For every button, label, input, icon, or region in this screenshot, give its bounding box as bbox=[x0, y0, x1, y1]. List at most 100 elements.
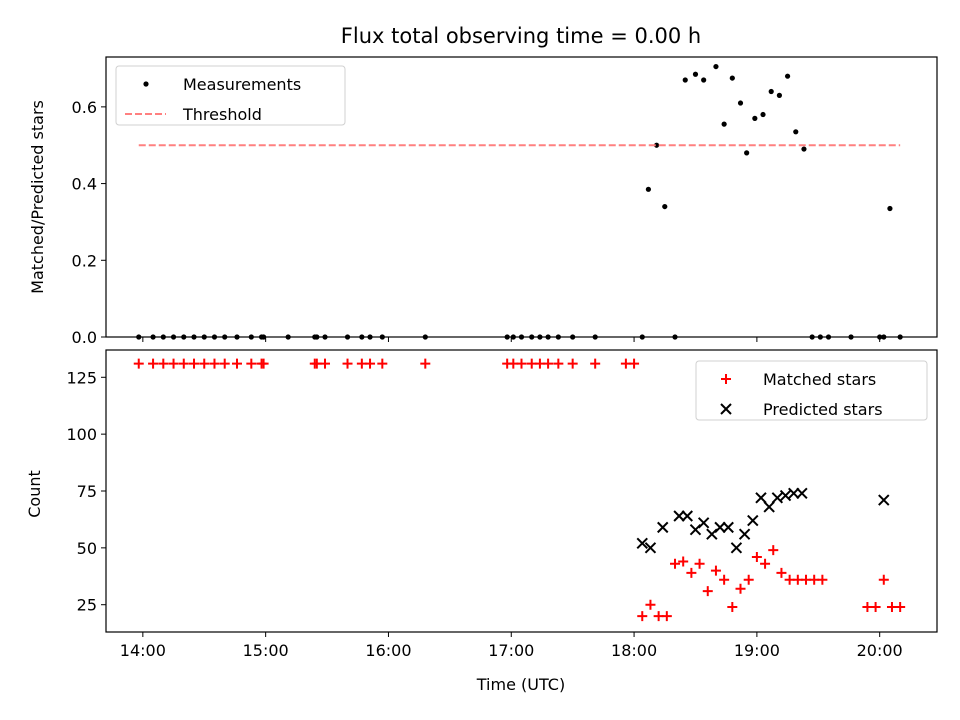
data-point bbox=[697, 517, 710, 529]
data-point bbox=[793, 129, 799, 135]
data-point bbox=[168, 358, 179, 369]
legend-box bbox=[115, 65, 346, 126]
data-point bbox=[727, 601, 738, 612]
data-point bbox=[692, 71, 699, 77]
data-point bbox=[567, 358, 578, 369]
data-point bbox=[670, 558, 681, 569]
y-tick-label: 125 bbox=[66, 368, 97, 387]
y-tick-label: 0.6 bbox=[72, 98, 97, 117]
legend-item: Matched stars bbox=[721, 370, 876, 389]
data-point bbox=[870, 601, 881, 612]
data-point bbox=[714, 521, 726, 534]
bottom-ylabel: Count bbox=[25, 470, 44, 518]
bottom-panel: Count Time (UTC) 25 50 75 100 125 14:00 15:00 1… bbox=[25, 349, 938, 694]
data-point bbox=[678, 556, 689, 567]
data-point bbox=[801, 146, 807, 152]
data-point bbox=[755, 492, 767, 504]
x-tick-label: 14:00 bbox=[120, 641, 166, 660]
data-point bbox=[133, 358, 144, 369]
x-tick-label: 18:00 bbox=[611, 641, 657, 660]
bottom-xlabel: Time (UTC) bbox=[476, 675, 565, 694]
data-point bbox=[590, 358, 601, 369]
y-tick-label: 25 bbox=[77, 596, 97, 615]
plot-frame bbox=[105, 56, 938, 338]
data-point bbox=[686, 567, 697, 578]
data-point bbox=[199, 358, 210, 369]
data-point bbox=[516, 358, 527, 369]
data-point bbox=[751, 551, 762, 562]
data-point bbox=[796, 487, 808, 499]
top-ylabel: Matched/Predicted stars bbox=[28, 100, 47, 294]
data-point bbox=[673, 510, 685, 522]
data-point bbox=[377, 358, 388, 369]
data-point bbox=[365, 358, 376, 369]
series-predicted-stars bbox=[636, 487, 890, 554]
legend-box bbox=[695, 360, 928, 421]
data-point bbox=[738, 528, 751, 540]
data-point bbox=[760, 111, 766, 118]
data-point bbox=[747, 514, 759, 527]
legend-label: Threshold bbox=[182, 105, 262, 124]
y-tick-label: 0.2 bbox=[72, 251, 97, 270]
data-point bbox=[657, 521, 669, 534]
data-point bbox=[887, 205, 893, 212]
data-point bbox=[246, 358, 257, 369]
data-point bbox=[543, 358, 554, 369]
series-matched-stars bbox=[133, 358, 906, 622]
data-point bbox=[420, 358, 431, 369]
legend-label: Measurements bbox=[183, 75, 301, 94]
legend-marker bbox=[720, 403, 732, 415]
data-point bbox=[231, 358, 242, 369]
data-point bbox=[342, 358, 353, 369]
y-tick-label: 75 bbox=[77, 482, 97, 501]
y-tick-label: 0.0 bbox=[72, 328, 97, 347]
data-point bbox=[553, 358, 564, 369]
data-point bbox=[178, 358, 189, 369]
data-point bbox=[694, 558, 705, 569]
data-point bbox=[629, 358, 640, 369]
data-point bbox=[644, 542, 657, 554]
data-point bbox=[735, 583, 746, 594]
data-point bbox=[784, 73, 791, 79]
legend-item: Threshold bbox=[125, 105, 262, 124]
data-point bbox=[701, 77, 707, 83]
data-point bbox=[645, 599, 656, 610]
x-tick-label: 15:00 bbox=[243, 641, 289, 660]
data-point bbox=[219, 358, 230, 369]
data-point bbox=[763, 501, 775, 513]
data-point bbox=[737, 100, 744, 106]
data-point bbox=[661, 611, 672, 622]
legend-marker bbox=[143, 81, 149, 87]
data-point bbox=[768, 545, 779, 556]
x-tick-label: 19:00 bbox=[734, 641, 780, 660]
data-point bbox=[760, 558, 771, 569]
data-point bbox=[209, 358, 220, 369]
data-point bbox=[702, 586, 713, 597]
data-point bbox=[681, 510, 693, 522]
legend-item: Measurements bbox=[143, 75, 301, 94]
data-point bbox=[730, 542, 743, 554]
legend: Matched stars Predicted stars bbox=[695, 360, 928, 421]
data-point bbox=[713, 63, 719, 70]
data-point bbox=[682, 77, 688, 83]
y-tick-label: 0.4 bbox=[72, 175, 97, 194]
data-point bbox=[710, 565, 721, 576]
data-point bbox=[878, 494, 890, 506]
legend: Measurements Threshold bbox=[115, 65, 346, 126]
data-point bbox=[776, 92, 782, 98]
data-point bbox=[771, 492, 784, 504]
data-point bbox=[743, 574, 754, 585]
top-panel: Matched/Predicted stars 0.0 0.2 0.4 0.6 Meas… bbox=[28, 56, 938, 347]
data-point bbox=[729, 75, 735, 81]
data-point bbox=[744, 150, 750, 156]
data-point bbox=[719, 574, 730, 585]
y-tick-label: 100 bbox=[66, 425, 97, 444]
data-point bbox=[776, 567, 787, 578]
data-point bbox=[817, 574, 828, 585]
data-point bbox=[895, 601, 906, 612]
data-point bbox=[258, 358, 269, 369]
legend-label: Predicted stars bbox=[763, 400, 883, 419]
data-point bbox=[158, 358, 169, 369]
plot-frame bbox=[105, 349, 938, 633]
data-point bbox=[768, 88, 774, 95]
